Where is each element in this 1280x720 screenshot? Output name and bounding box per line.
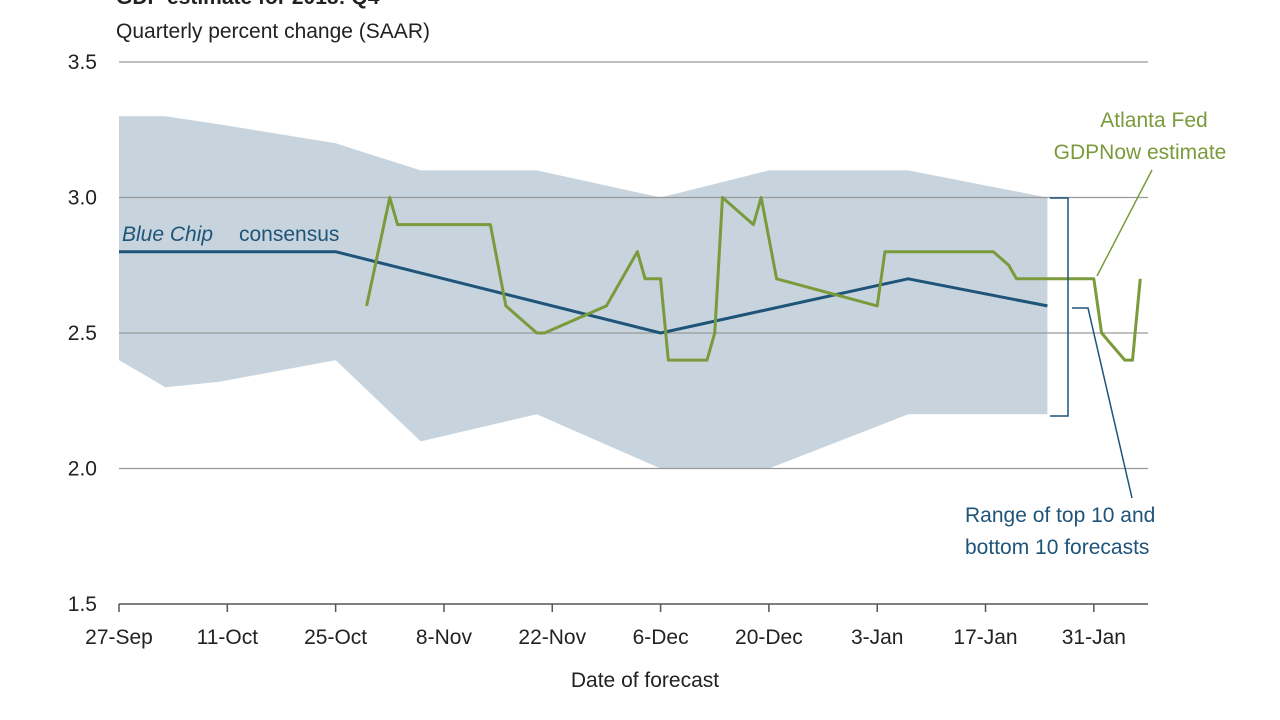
y-tick-label: 3.0 — [68, 187, 97, 210]
x-tick-label: 6-Dec — [633, 626, 689, 649]
range-leader — [1072, 307, 1133, 499]
y-tick-label: 2.0 — [68, 458, 97, 481]
series-line — [119, 250, 1048, 335]
annotation: consensus — [239, 223, 339, 246]
forecast-range — [119, 116, 1048, 469]
x-tick-label: 20-Dec — [735, 626, 803, 649]
x-tick-label: 27-Sep — [85, 626, 153, 649]
annotation: bottom 10 forecasts — [965, 536, 1149, 559]
chart-subtitle: Quarterly percent change (SAAR) — [116, 20, 430, 43]
x-tick-label: 17-Jan — [953, 626, 1017, 649]
x-tick-label: 3-Jan — [851, 626, 904, 649]
series-line — [365, 196, 1142, 362]
y-tick-label: 2.5 — [68, 322, 97, 345]
y-tick-label: 3.5 — [68, 51, 97, 74]
x-tick-label: 11-Oct — [197, 626, 259, 649]
x-tick-label: 22-Nov — [518, 626, 586, 649]
annotation: Blue Chip — [122, 223, 213, 246]
x-axis-title: Date of forecast — [571, 669, 719, 692]
x-tick-label: 8-Nov — [416, 626, 473, 649]
chart-title: GDP estimate for 2018: Q4 — [116, 0, 380, 9]
plot-area: 1.5 2.0 2.5 3.0 3.5 27-Sep 11-Oct 25-Oct 8-Nov 22… — [68, 51, 1148, 649]
x-tick-label: 31-Jan — [1062, 626, 1126, 649]
annotation: GDPNow estimate — [1054, 141, 1227, 164]
annotation: Atlanta Fed — [1100, 109, 1207, 132]
annotation: Range of top 10 and — [965, 504, 1155, 527]
gdpnow-leader — [1096, 169, 1153, 277]
x-tick-label: 25-Oct — [304, 626, 367, 649]
range-bracket — [1050, 197, 1069, 417]
y-tick-label: 1.5 — [68, 593, 97, 616]
